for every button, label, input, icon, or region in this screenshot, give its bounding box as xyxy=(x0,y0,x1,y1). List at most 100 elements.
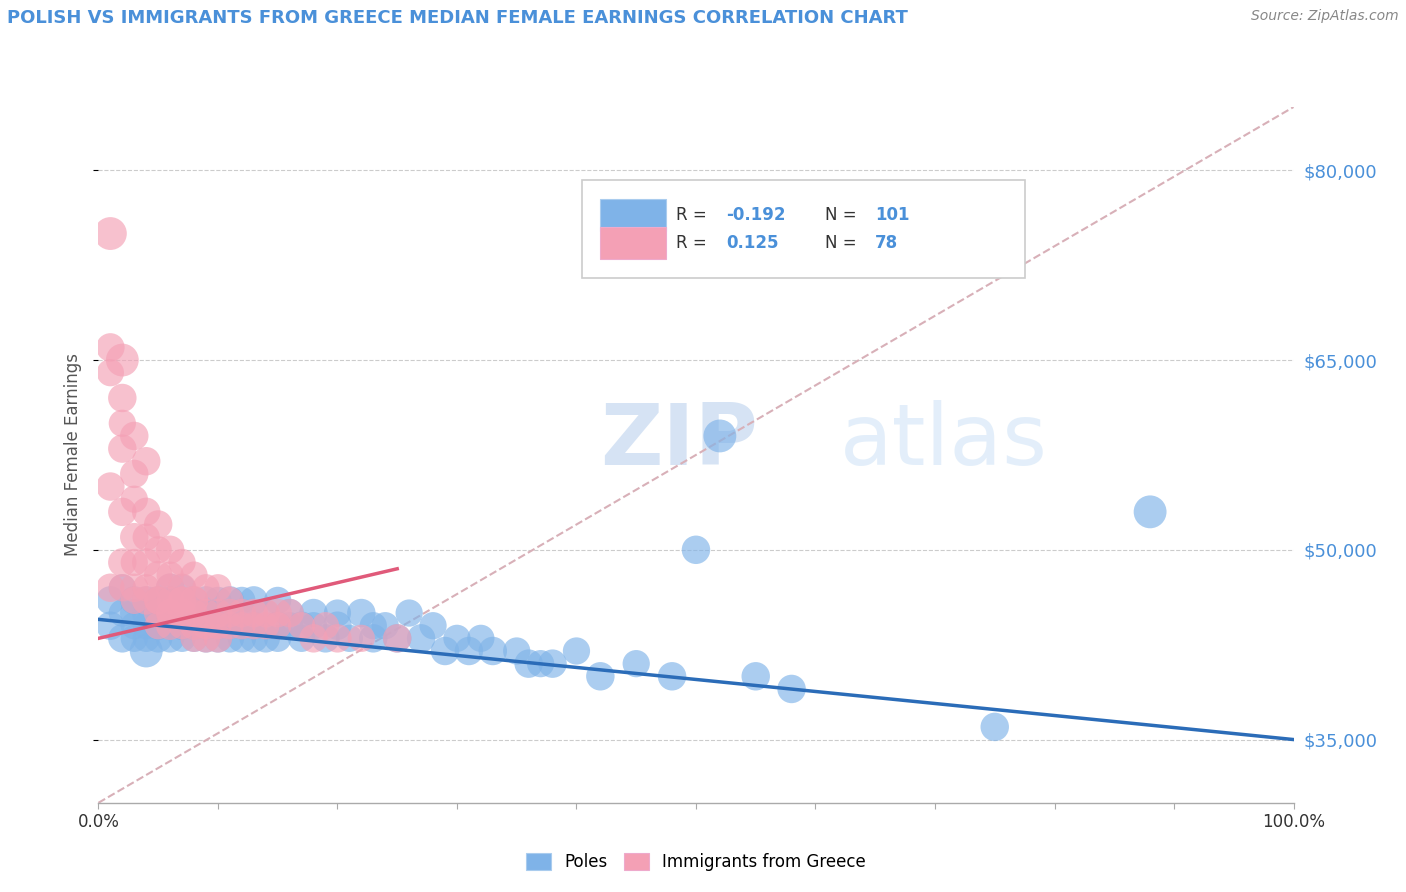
Point xyxy=(135,530,157,544)
Point xyxy=(219,618,242,632)
Point xyxy=(422,618,444,632)
Point xyxy=(458,644,481,658)
Point xyxy=(231,606,253,620)
Point xyxy=(339,632,360,646)
Point xyxy=(172,618,194,632)
Point xyxy=(433,644,456,658)
Point xyxy=(148,542,170,557)
Point xyxy=(194,618,218,632)
Point xyxy=(148,632,170,646)
Point xyxy=(183,618,205,632)
Point xyxy=(183,593,205,607)
Point xyxy=(183,593,205,607)
FancyBboxPatch shape xyxy=(582,180,1025,277)
Point xyxy=(183,606,205,620)
Point xyxy=(243,632,266,646)
Point xyxy=(661,669,683,683)
Point xyxy=(135,505,157,519)
Point xyxy=(194,618,218,632)
Point xyxy=(565,644,588,658)
Point xyxy=(135,632,157,646)
Point xyxy=(159,568,181,582)
Point xyxy=(111,581,134,595)
Text: 78: 78 xyxy=(875,234,898,252)
Point xyxy=(111,391,134,405)
Point xyxy=(124,618,146,632)
Point xyxy=(172,593,194,607)
Point xyxy=(135,644,157,658)
Point xyxy=(207,606,229,620)
Point xyxy=(231,618,253,632)
Point xyxy=(172,556,194,570)
Text: R =: R = xyxy=(676,234,706,252)
Point xyxy=(159,593,181,607)
Point xyxy=(267,618,290,632)
Point xyxy=(159,581,181,595)
Point xyxy=(124,593,146,607)
Point xyxy=(135,556,157,570)
Point xyxy=(207,618,229,632)
Point xyxy=(326,618,349,632)
Point xyxy=(98,340,122,354)
Point xyxy=(291,632,314,646)
Point xyxy=(398,606,420,620)
Point xyxy=(172,606,194,620)
Point xyxy=(98,479,122,493)
Point xyxy=(159,606,181,620)
Text: R =: R = xyxy=(676,206,706,224)
Point xyxy=(194,618,218,632)
Point xyxy=(111,442,134,456)
FancyBboxPatch shape xyxy=(600,227,666,259)
Point xyxy=(124,606,146,620)
Point xyxy=(254,606,277,620)
Point xyxy=(183,593,205,607)
Point xyxy=(385,632,409,646)
Text: 0.125: 0.125 xyxy=(725,234,779,252)
Point xyxy=(183,632,205,646)
Point xyxy=(111,606,134,620)
Point xyxy=(159,542,181,557)
Point xyxy=(302,606,325,620)
Point xyxy=(159,618,181,632)
Point xyxy=(243,593,266,607)
Point xyxy=(124,556,146,570)
Point xyxy=(194,606,218,620)
Point xyxy=(148,606,170,620)
Point xyxy=(159,618,181,632)
Point xyxy=(291,618,314,632)
Point xyxy=(124,492,146,507)
Point xyxy=(135,593,157,607)
Point xyxy=(254,632,277,646)
Point xyxy=(626,657,648,671)
Point xyxy=(278,606,301,620)
Point xyxy=(124,467,146,481)
Point xyxy=(745,669,768,683)
Point xyxy=(1139,505,1161,519)
Point xyxy=(219,606,242,620)
Point xyxy=(194,632,218,646)
Point xyxy=(194,593,218,607)
Text: Source: ZipAtlas.com: Source: ZipAtlas.com xyxy=(1251,9,1399,23)
Point xyxy=(98,618,122,632)
Point xyxy=(243,618,266,632)
Point xyxy=(148,593,170,607)
Y-axis label: Median Female Earnings: Median Female Earnings xyxy=(65,353,83,557)
Point xyxy=(219,632,242,646)
Point xyxy=(135,454,157,468)
Point xyxy=(159,632,181,646)
Point xyxy=(267,618,290,632)
Point xyxy=(541,657,564,671)
Point xyxy=(148,593,170,607)
Point xyxy=(589,669,612,683)
Point xyxy=(124,581,146,595)
Point xyxy=(183,618,205,632)
Point xyxy=(159,606,181,620)
Point xyxy=(231,618,253,632)
Point xyxy=(984,720,1007,734)
Point xyxy=(194,581,218,595)
Point xyxy=(172,632,194,646)
Text: POLISH VS IMMIGRANTS FROM GREECE MEDIAN FEMALE EARNINGS CORRELATION CHART: POLISH VS IMMIGRANTS FROM GREECE MEDIAN … xyxy=(7,9,908,27)
Point xyxy=(374,618,396,632)
Point xyxy=(350,632,373,646)
Point xyxy=(326,606,349,620)
